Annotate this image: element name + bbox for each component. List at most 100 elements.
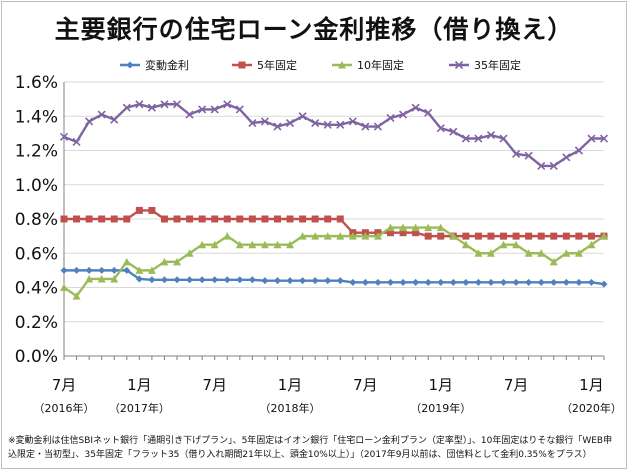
data-point bbox=[474, 232, 482, 240]
legend-label: 10年固定 bbox=[357, 58, 404, 72]
y-tick-label: 1.2% bbox=[15, 142, 58, 162]
x-tick-label: 1月 bbox=[428, 376, 453, 394]
data-point bbox=[238, 61, 246, 69]
data-point bbox=[299, 277, 307, 285]
y-tick-label: 0.0% bbox=[15, 347, 58, 367]
data-point bbox=[235, 105, 244, 114]
data-point bbox=[261, 277, 269, 285]
series-line bbox=[63, 226, 605, 298]
data-point bbox=[399, 278, 407, 286]
data-point bbox=[348, 232, 357, 240]
data-point bbox=[135, 206, 143, 214]
data-point-stroke bbox=[399, 110, 408, 119]
legend-item: 変動金利 bbox=[120, 58, 189, 72]
data-point bbox=[399, 229, 407, 237]
data-point bbox=[550, 278, 558, 286]
data-point bbox=[173, 276, 181, 284]
data-point bbox=[349, 278, 357, 286]
data-point-stroke bbox=[210, 105, 219, 114]
data-point bbox=[525, 232, 533, 240]
data-point bbox=[248, 119, 257, 128]
data-point bbox=[126, 61, 134, 69]
y-tick-label: 1.6% bbox=[15, 73, 58, 93]
data-point bbox=[499, 240, 508, 249]
data-point bbox=[123, 266, 131, 274]
data-point bbox=[85, 266, 93, 274]
data-point bbox=[574, 146, 583, 155]
data-point bbox=[338, 61, 346, 69]
series-4 bbox=[59, 100, 609, 170]
data-point bbox=[512, 149, 521, 158]
data-point bbox=[60, 215, 68, 223]
data-point bbox=[449, 232, 458, 240]
data-point bbox=[550, 232, 558, 240]
data-point bbox=[273, 240, 282, 249]
data-point bbox=[562, 153, 571, 162]
data-point bbox=[311, 215, 319, 223]
data-point bbox=[437, 278, 445, 286]
data-point bbox=[487, 278, 495, 286]
x-tick-label: 7月 bbox=[353, 376, 378, 394]
data-point-stroke bbox=[499, 134, 508, 143]
data-point bbox=[474, 134, 483, 143]
data-point bbox=[323, 120, 332, 129]
data-point bbox=[600, 232, 608, 240]
data-point bbox=[311, 119, 320, 128]
data-point-stroke bbox=[386, 113, 395, 123]
data-point bbox=[98, 266, 106, 274]
data-point bbox=[273, 215, 281, 223]
series-line bbox=[64, 269, 605, 286]
y-tick-label: 0.4% bbox=[15, 279, 58, 299]
data-point bbox=[373, 232, 382, 240]
data-point bbox=[449, 127, 458, 136]
data-point bbox=[512, 232, 520, 240]
series-line bbox=[64, 209, 604, 238]
data-point bbox=[59, 132, 69, 141]
data-point bbox=[336, 215, 344, 223]
data-point bbox=[361, 278, 369, 286]
data-point bbox=[122, 257, 131, 266]
data-point bbox=[148, 276, 156, 284]
data-point-stroke bbox=[235, 105, 244, 114]
data-point bbox=[374, 278, 382, 286]
x-tick-label: 1月 bbox=[579, 376, 604, 394]
data-point bbox=[449, 278, 457, 286]
grid-layer bbox=[64, 81, 604, 323]
data-point-stroke bbox=[185, 110, 194, 119]
data-point bbox=[123, 215, 131, 223]
data-point bbox=[549, 257, 558, 266]
data-point bbox=[135, 100, 144, 109]
data-point-stroke bbox=[97, 110, 106, 119]
data-point bbox=[186, 215, 194, 223]
data-point-stroke bbox=[273, 122, 282, 131]
series-3 bbox=[60, 223, 608, 300]
data-point bbox=[85, 117, 94, 126]
data-point-stroke bbox=[574, 146, 583, 155]
data-point-stroke bbox=[537, 161, 546, 170]
data-point-stroke bbox=[285, 119, 295, 128]
x-year-label: （2016年） bbox=[34, 401, 95, 415]
x-year-label: （2019年） bbox=[410, 401, 471, 415]
data-point bbox=[110, 115, 119, 124]
x-tick-label: 1月 bbox=[127, 376, 152, 394]
data-point bbox=[424, 232, 432, 240]
data-point bbox=[236, 276, 244, 284]
data-point-stroke bbox=[549, 161, 558, 170]
data-point bbox=[198, 105, 207, 114]
data-point bbox=[160, 257, 169, 266]
x-year-label: （2018年） bbox=[260, 401, 321, 415]
data-point bbox=[412, 278, 420, 286]
data-point bbox=[286, 215, 294, 223]
data-point bbox=[562, 232, 570, 240]
data-point bbox=[462, 278, 470, 286]
data-point bbox=[587, 232, 595, 240]
legend-item: 5年固定 bbox=[232, 58, 297, 72]
data-point bbox=[562, 278, 570, 286]
series-1 bbox=[60, 266, 608, 288]
series-layer bbox=[59, 100, 609, 300]
data-point bbox=[424, 108, 433, 117]
data-point-stroke bbox=[311, 119, 320, 128]
data-point bbox=[411, 223, 420, 232]
data-point bbox=[248, 215, 256, 223]
